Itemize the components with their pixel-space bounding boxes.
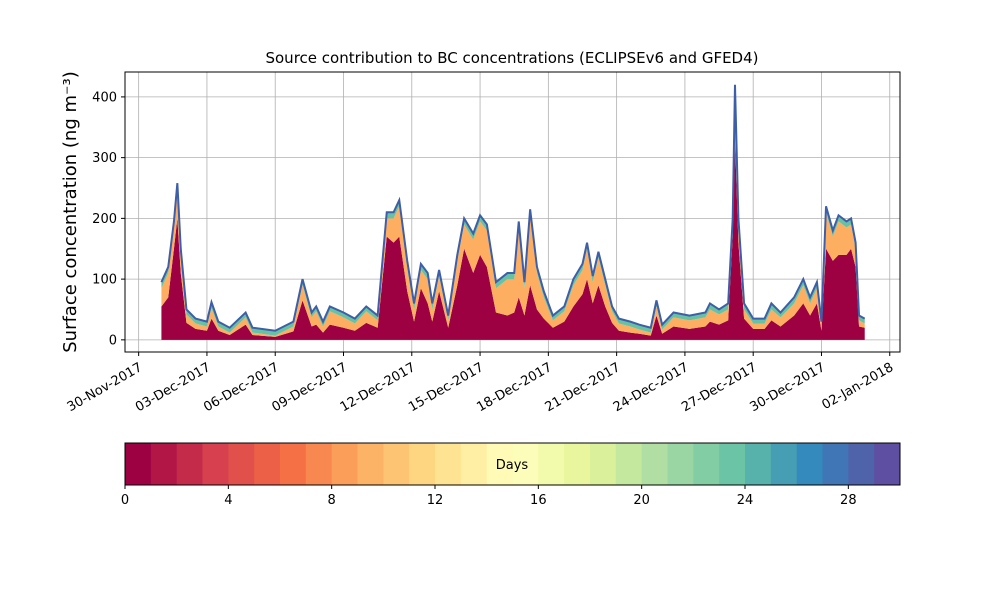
colorbar-tick-label: 12: [427, 493, 444, 508]
colorbar-cell: [512, 443, 539, 485]
colorbar-cell: [874, 443, 901, 485]
colorbar-cell: [150, 443, 178, 485]
colorbar-cell: [564, 443, 591, 485]
colorbar-cell: [460, 443, 488, 485]
colorbar-frame: [124, 442, 901, 486]
colorbar-cell: [848, 443, 875, 485]
x-tick-label: 02-Jan-2018: [820, 360, 897, 413]
colorbar-cell: [822, 443, 849, 485]
colorbar-cell: [305, 443, 333, 485]
chart-title: Source contribution to BC concentrations…: [265, 49, 758, 67]
colorbar-cell: [176, 443, 203, 485]
colorbar-cell: [125, 443, 152, 485]
x-tick-label: 03-Dec-2017: [133, 360, 213, 415]
y-tick-label: 400: [92, 90, 117, 105]
colorbar-tick-label: 28: [840, 493, 857, 508]
colorbar-cell: [693, 443, 720, 485]
total-line: [160, 84, 866, 332]
colorbar-tick-label: 4: [224, 493, 232, 508]
x-tick-label: 06-Dec-2017: [201, 360, 281, 415]
y-tick-label: 100: [92, 273, 117, 288]
colorbar-cell: [796, 443, 823, 485]
colorbar-cell: [486, 443, 513, 485]
area: [161, 90, 865, 337]
colorbar-cell: [280, 443, 307, 485]
y-axis-label: Surface concentration (ng m⁻³): [60, 71, 81, 353]
colorbar-cell: [254, 443, 281, 485]
colorbar-tick-label: 8: [328, 493, 336, 508]
colorbar-cell: [435, 443, 462, 485]
colorbar-cell: [667, 443, 694, 485]
x-tick-label: 09-Dec-2017: [270, 360, 350, 415]
colorbar-cell: [719, 443, 746, 485]
colorbar-cell: [590, 443, 617, 485]
colorbar-tick-label: 0: [121, 493, 129, 508]
colorbar-cell: [538, 443, 565, 485]
x-tick-label: 18-Dec-2017: [474, 360, 554, 415]
colorbar-cell: [228, 443, 255, 485]
colorbar-cell: [641, 443, 668, 485]
colorbar-cell: [331, 443, 358, 485]
colorbar-cell: [202, 443, 229, 485]
colorbar-tick-label: 24: [737, 493, 754, 508]
colorbar-cell: [409, 443, 436, 485]
colorbar-tick-label: 20: [633, 493, 650, 508]
y-tick-label: 200: [92, 212, 117, 227]
x-tick-label: 15-Dec-2017: [406, 360, 486, 415]
colorbar-tick-label: 16: [530, 493, 547, 508]
y-tick-label: 0: [109, 333, 117, 348]
colorbar-label: Days: [496, 458, 529, 473]
colorbar-cell: [615, 443, 643, 485]
colorbar-cell: [770, 443, 798, 485]
area: [161, 139, 865, 340]
x-tick-label: 27-Dec-2017: [679, 360, 759, 415]
x-tick-label: 30-Nov-2017: [65, 360, 145, 415]
x-tick-label: 21-Dec-2017: [543, 360, 623, 415]
colorbar-cell: [383, 443, 410, 485]
plot-frame: [124, 71, 901, 353]
x-tick-label: 30-Dec-2017: [747, 360, 827, 415]
x-tick-label: 24-Dec-2017: [611, 360, 691, 415]
colorbar-cell: [357, 443, 384, 485]
y-tick-label: 300: [92, 151, 117, 166]
colorbar-cell: [745, 443, 772, 485]
x-tick-label: 12-Dec-2017: [338, 360, 418, 415]
